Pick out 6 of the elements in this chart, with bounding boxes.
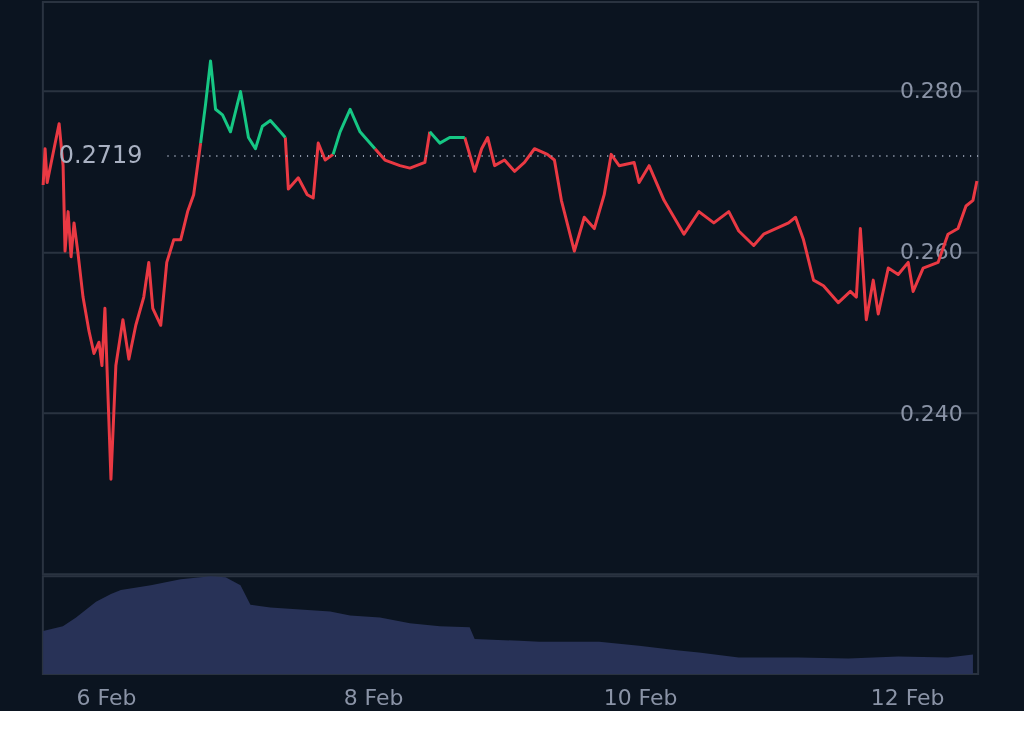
x-tick-label: 8 Feb <box>343 685 404 711</box>
x-tick-label: 12 Feb <box>870 685 945 711</box>
y-tick-label: 0.240 <box>899 400 963 426</box>
y-tick-label: 0.280 <box>899 78 963 104</box>
x-tick-label: 10 Feb <box>603 685 678 711</box>
x-tick-label: 6 Feb <box>76 685 137 711</box>
